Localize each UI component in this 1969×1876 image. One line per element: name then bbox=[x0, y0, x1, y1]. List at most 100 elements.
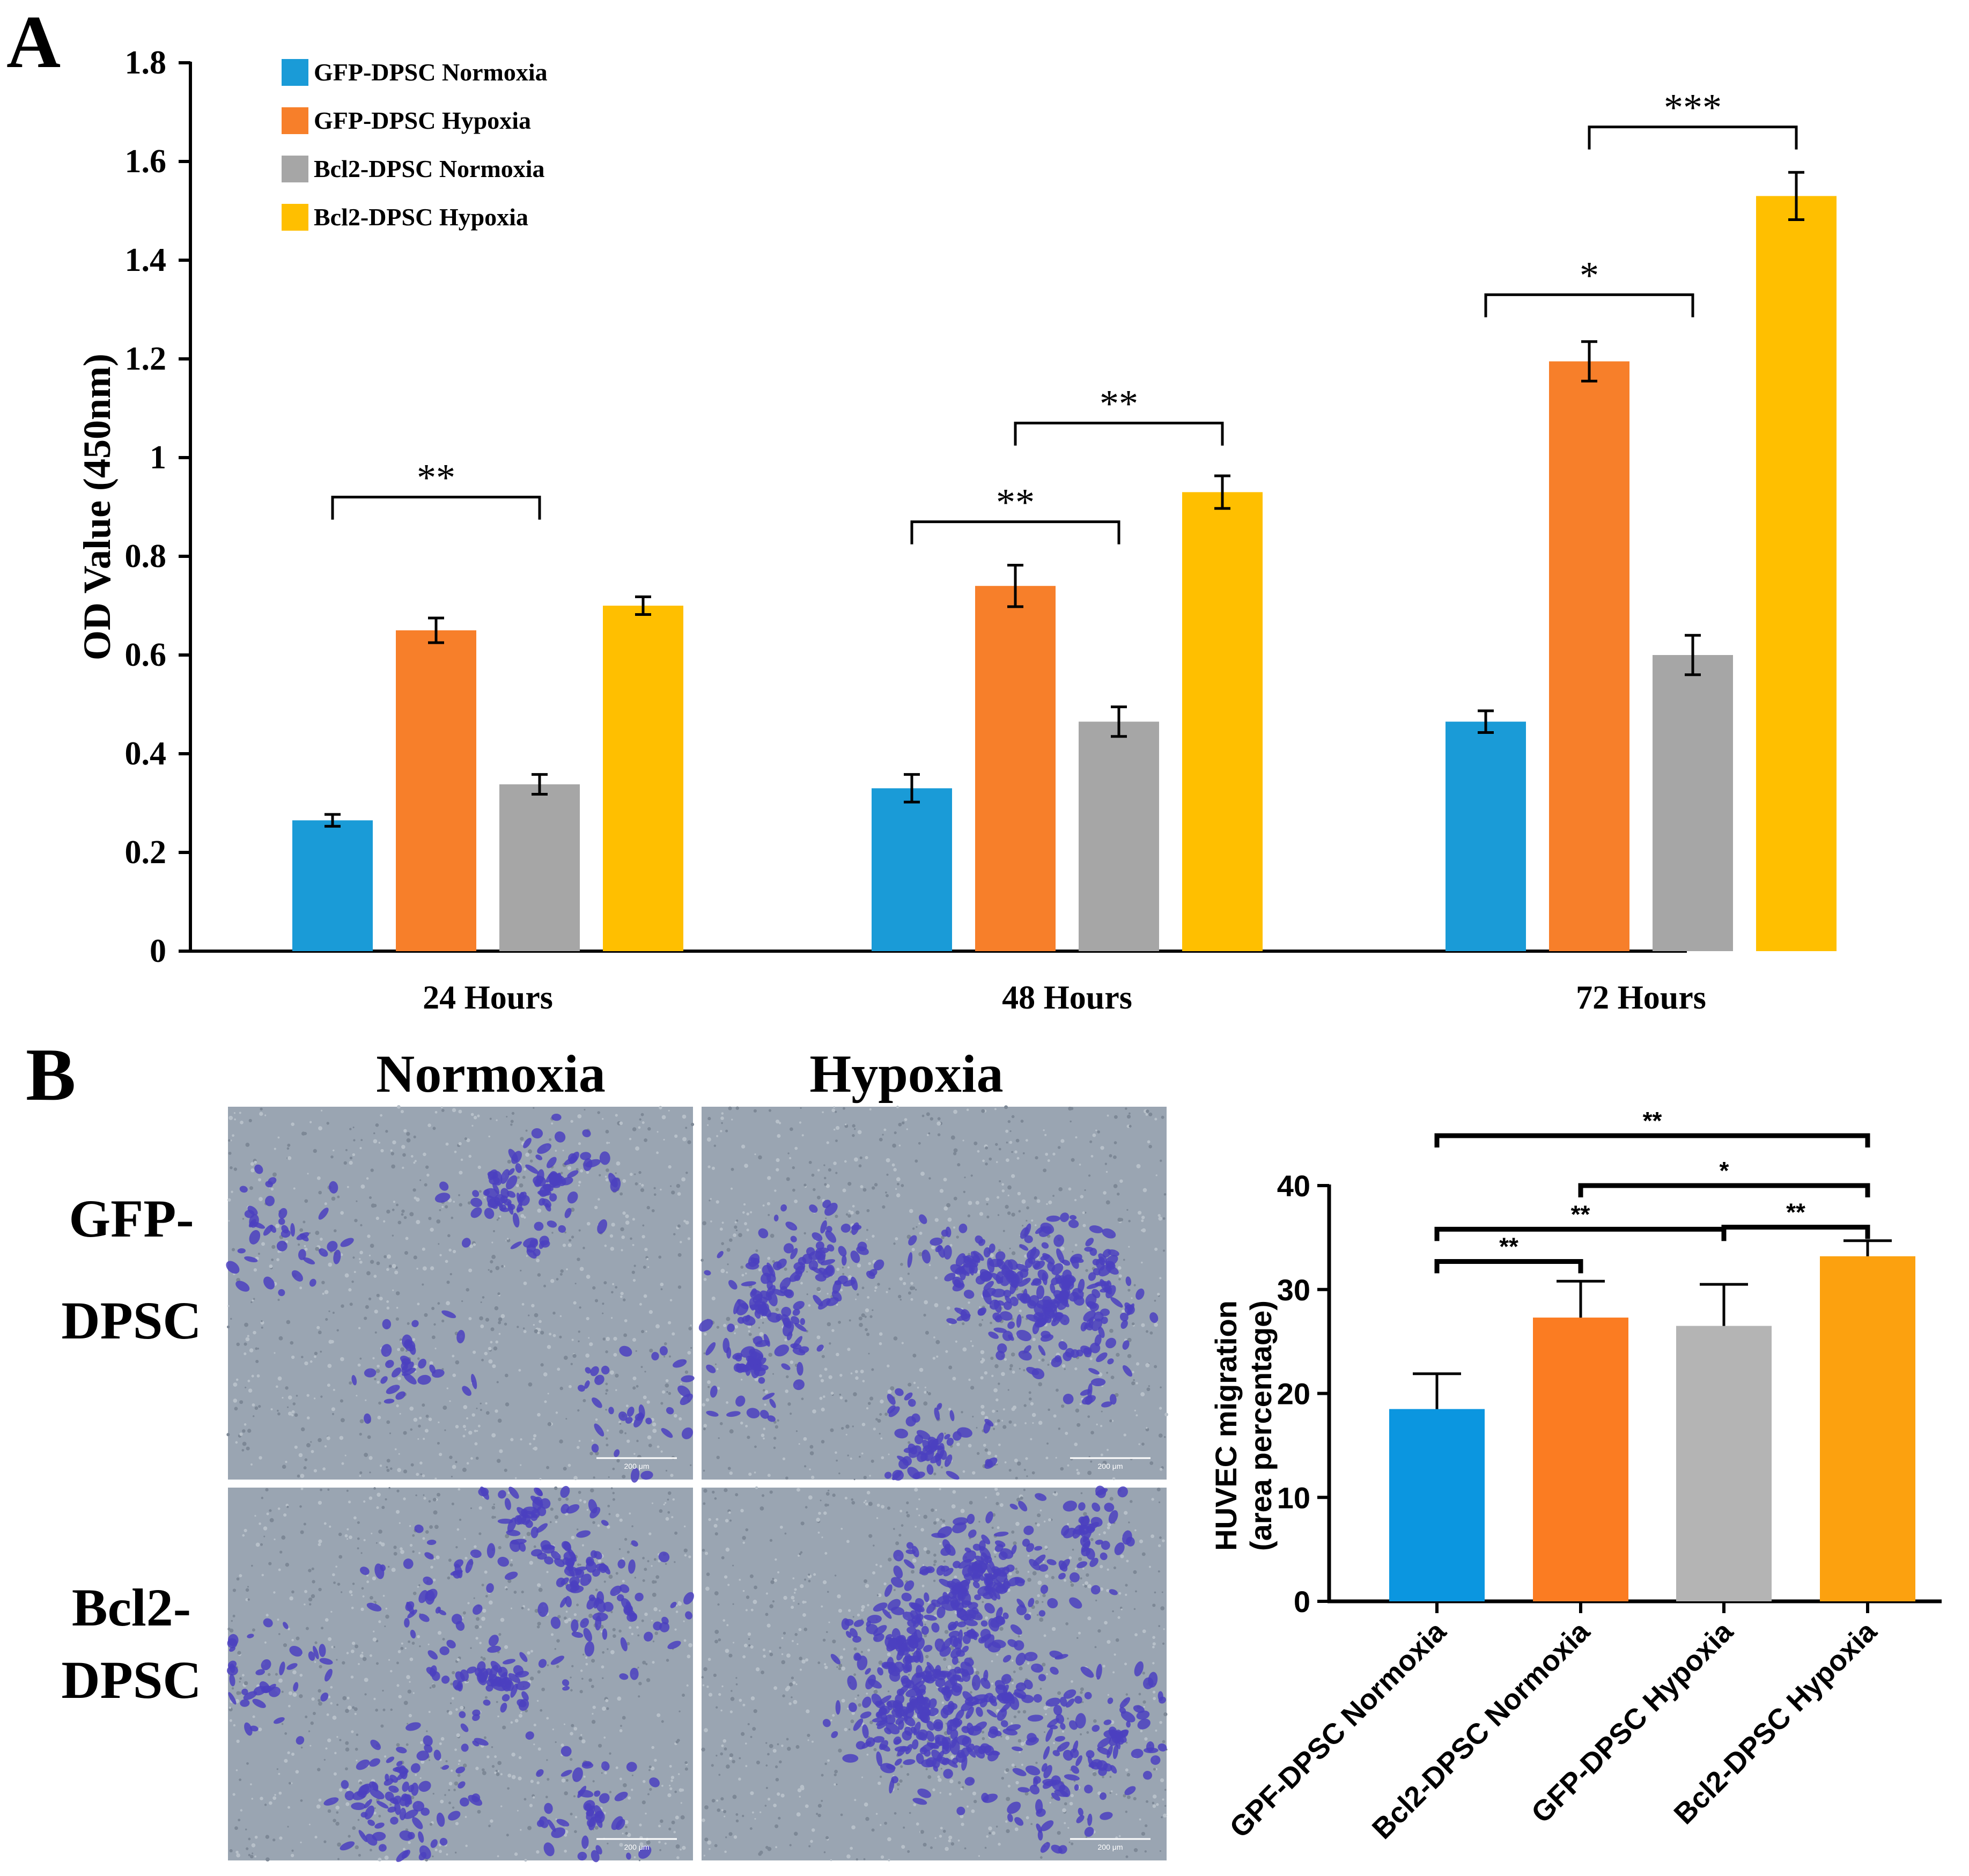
micrograph-grain bbox=[640, 1188, 645, 1193]
micrograph-grain bbox=[517, 1809, 519, 1812]
micrograph-grain bbox=[230, 1318, 232, 1320]
micrograph-cell bbox=[263, 1618, 273, 1628]
micrograph-grain bbox=[859, 1156, 862, 1159]
micrograph-grain bbox=[674, 1628, 677, 1631]
micrograph-grain bbox=[817, 1531, 820, 1534]
micrograph-grain bbox=[777, 1792, 780, 1796]
micrograph-grain bbox=[350, 1675, 354, 1679]
micrograph-grain bbox=[277, 1298, 280, 1301]
micrograph-cell bbox=[319, 1644, 326, 1657]
micrograph-grain bbox=[977, 1270, 981, 1274]
micrograph-grain bbox=[570, 1363, 573, 1365]
micrograph-grain bbox=[460, 1705, 464, 1710]
micrograph-cell bbox=[673, 1359, 687, 1368]
micrograph-grain bbox=[729, 1756, 732, 1760]
micrograph-grain bbox=[392, 1208, 395, 1211]
micrograph-grain bbox=[419, 1777, 422, 1779]
micrograph-grain bbox=[358, 1327, 361, 1329]
micrograph-grain bbox=[557, 1367, 561, 1371]
micrograph-grain bbox=[380, 1724, 384, 1728]
micrograph-cell bbox=[1012, 1768, 1027, 1776]
micrograph-grain bbox=[729, 1429, 734, 1434]
micrograph-grain bbox=[893, 1588, 896, 1591]
micrograph-grain bbox=[781, 1744, 784, 1747]
micrograph-cell bbox=[710, 1385, 718, 1398]
micrograph-cell bbox=[1051, 1792, 1060, 1801]
micrograph-grain bbox=[426, 1173, 430, 1177]
micrograph-grain bbox=[899, 1277, 903, 1281]
micrograph-grain bbox=[439, 1850, 443, 1853]
micrograph-cell bbox=[565, 1596, 572, 1608]
micrograph-grain bbox=[717, 1808, 721, 1812]
micrograph-grain bbox=[269, 1509, 272, 1512]
micrograph-grain bbox=[562, 1150, 564, 1152]
micrograph-grain bbox=[608, 1476, 610, 1478]
micrograph-grain bbox=[742, 1590, 745, 1592]
micrograph-grain bbox=[462, 1763, 467, 1768]
micrograph-grain bbox=[403, 1216, 407, 1219]
micrograph-grain bbox=[392, 1289, 394, 1291]
micrograph-grain bbox=[726, 1401, 729, 1404]
micrograph-grain bbox=[1042, 1593, 1046, 1598]
micrograph-grain bbox=[1013, 1671, 1016, 1673]
micrograph-grain bbox=[848, 1609, 851, 1612]
micrograph-grain bbox=[648, 1769, 651, 1771]
micrograph-grain bbox=[898, 1294, 902, 1299]
micrograph-cell bbox=[758, 1228, 769, 1239]
micrograph-grain bbox=[748, 1638, 750, 1640]
micrograph-cell bbox=[561, 1746, 572, 1757]
micrograph-grain bbox=[1107, 1526, 1110, 1529]
micrograph-grain bbox=[310, 1721, 314, 1725]
micrograph-grain bbox=[915, 1159, 918, 1163]
micrograph-grain bbox=[1044, 1134, 1047, 1136]
micrograph-cell bbox=[549, 1193, 557, 1202]
micrograph-grain bbox=[960, 1814, 964, 1819]
micrograph-grain bbox=[1152, 1603, 1156, 1607]
micrograph-grain bbox=[746, 1595, 750, 1599]
micrograph-grain bbox=[844, 1727, 848, 1732]
micrograph-grain bbox=[252, 1715, 255, 1718]
micrograph-grain bbox=[668, 1392, 672, 1395]
micrograph-grain bbox=[848, 1728, 851, 1731]
micrograph-grain bbox=[320, 1350, 322, 1353]
micrograph-grain bbox=[667, 1498, 669, 1501]
micrograph-grain bbox=[349, 1590, 353, 1594]
micrograph-grain bbox=[520, 1213, 525, 1218]
micrograph-grain bbox=[497, 1770, 500, 1772]
chart-a: 00.20.40.60.811.21.41.61.8OD Value (450n… bbox=[76, 45, 1837, 1016]
micrograph-grain bbox=[615, 1389, 617, 1392]
micrograph-grain bbox=[651, 1746, 654, 1749]
micrograph-grain bbox=[488, 1135, 491, 1138]
micrograph-grain bbox=[609, 1370, 614, 1375]
micrograph-grain bbox=[615, 1172, 617, 1174]
micrograph-grain bbox=[1083, 1512, 1087, 1517]
micrograph-grain bbox=[525, 1152, 530, 1157]
micrograph-grain bbox=[836, 1352, 839, 1357]
micrograph-cell bbox=[290, 1223, 295, 1237]
micrograph-cell bbox=[812, 1232, 823, 1241]
micrograph-grain bbox=[998, 1249, 1001, 1252]
micrograph-cell bbox=[1041, 1820, 1054, 1831]
micrograph-grain bbox=[307, 1173, 309, 1175]
micrograph-grain bbox=[468, 1430, 473, 1435]
micrograph-grain bbox=[279, 1836, 283, 1840]
micrograph-grain bbox=[786, 1738, 789, 1741]
micrograph-grain bbox=[972, 1791, 977, 1796]
micrograph-grain bbox=[259, 1112, 263, 1116]
micrograph-grain bbox=[982, 1731, 985, 1734]
micrograph-grain bbox=[410, 1428, 413, 1431]
micrograph-cell bbox=[525, 1520, 533, 1528]
micrograph-grain bbox=[984, 1846, 987, 1849]
micrograph-cell bbox=[1068, 1219, 1079, 1228]
micrograph-grain bbox=[857, 1694, 860, 1697]
micrograph-grain bbox=[1006, 1141, 1008, 1144]
micrograph-grain bbox=[418, 1424, 421, 1428]
micrograph-grain bbox=[653, 1187, 656, 1189]
micrograph-grain bbox=[669, 1787, 673, 1791]
micrograph-cell bbox=[547, 1220, 557, 1228]
micrograph-grain bbox=[670, 1185, 672, 1187]
micrograph-grain bbox=[1057, 1691, 1061, 1695]
a-y-tick-label: 1 bbox=[150, 439, 166, 476]
micrograph-grain bbox=[522, 1175, 526, 1179]
micrograph-grain bbox=[240, 1809, 243, 1812]
